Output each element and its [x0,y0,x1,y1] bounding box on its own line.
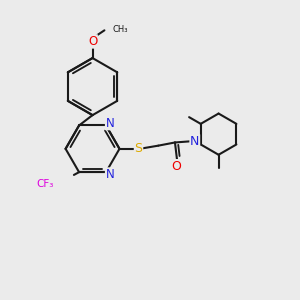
Text: O: O [88,35,97,48]
Text: CF₃: CF₃ [36,179,53,189]
Text: N: N [106,168,114,181]
Text: S: S [134,142,142,155]
Text: CH₃: CH₃ [112,25,128,34]
Text: N: N [190,135,200,148]
Text: O: O [171,160,181,173]
Text: N: N [106,117,114,130]
